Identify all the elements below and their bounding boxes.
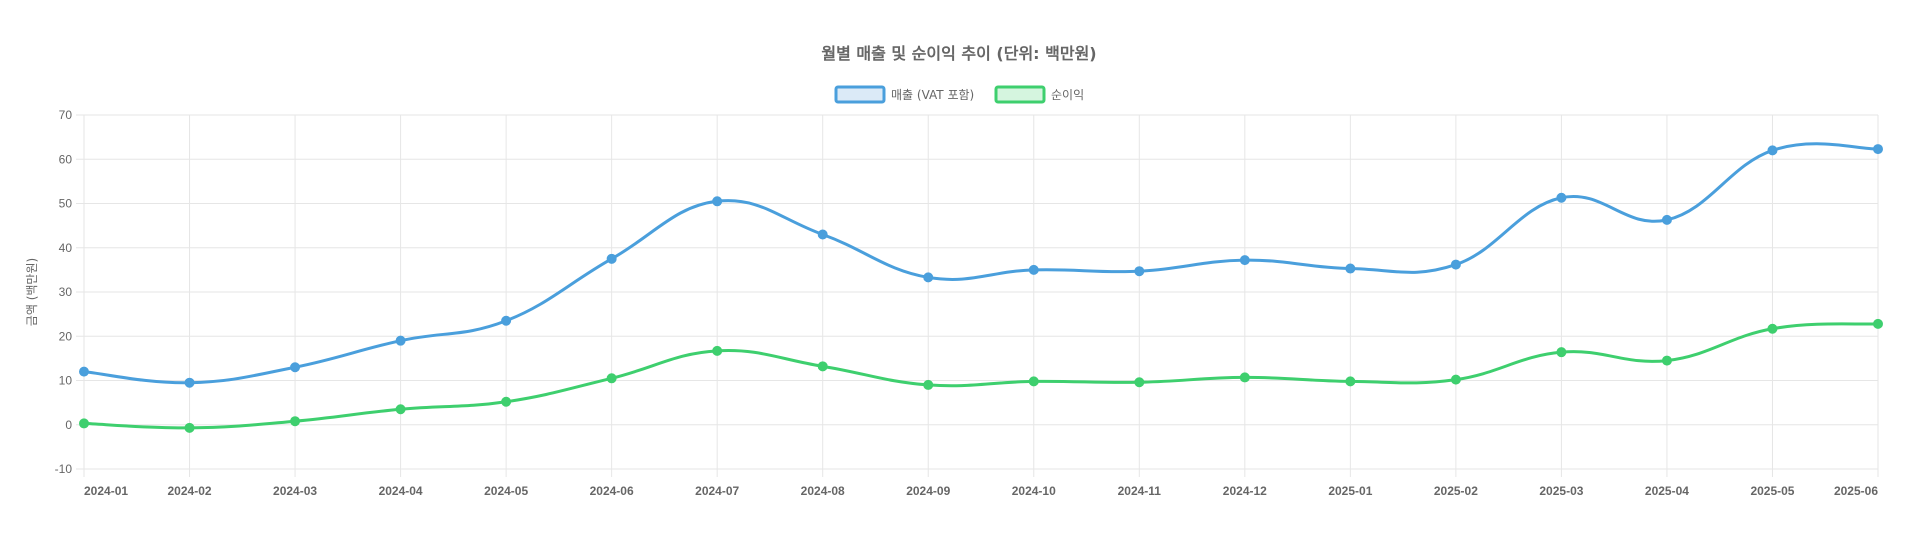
x-tick-label: 2024-05 — [484, 484, 528, 498]
data-point-profit[interactable] — [923, 379, 934, 390]
series-profit — [79, 318, 1883, 433]
data-point-revenue[interactable] — [290, 362, 301, 373]
data-point-profit[interactable] — [1873, 318, 1883, 329]
data-point-revenue[interactable] — [1134, 266, 1145, 277]
y-tick-label: 40 — [59, 241, 73, 255]
data-point-revenue[interactable] — [1450, 259, 1461, 270]
y-tick-label: -10 — [55, 462, 73, 476]
data-point-profit[interactable] — [184, 422, 195, 433]
x-tick-label: 2024-12 — [1223, 484, 1267, 498]
x-tick-label: 2024-03 — [273, 484, 317, 498]
legend-item-revenue[interactable]: 매출 (VAT 포함) — [834, 85, 974, 104]
data-point-revenue[interactable] — [817, 229, 828, 240]
data-point-profit[interactable] — [606, 373, 617, 384]
data-point-profit[interactable] — [1450, 374, 1461, 385]
data-point-revenue[interactable] — [1345, 263, 1356, 274]
x-tick-label: 2025-01 — [1328, 484, 1372, 498]
grid — [76, 114, 1879, 477]
data-point-revenue[interactable] — [606, 253, 617, 264]
data-point-revenue[interactable] — [79, 366, 89, 377]
data-point-revenue[interactable] — [1873, 144, 1883, 155]
data-point-revenue[interactable] — [1767, 145, 1778, 156]
x-tick-label: 2025-04 — [1645, 484, 1689, 498]
series-revenue — [79, 142, 1883, 388]
data-point-profit[interactable] — [1134, 377, 1145, 388]
data-point-revenue[interactable] — [1556, 192, 1567, 203]
x-tick-label: 2024-02 — [168, 484, 212, 498]
x-tick-label: 2024-06 — [590, 484, 634, 498]
x-tick-label: 2025-05 — [1750, 484, 1794, 498]
data-point-profit[interactable] — [501, 396, 512, 407]
y-axis-title: 금액 (백만원) — [25, 258, 39, 326]
x-tick-label: 2025-02 — [1434, 484, 1478, 498]
y-tick-label: 70 — [59, 108, 73, 122]
data-point-revenue[interactable] — [1239, 255, 1250, 266]
y-tick-label: 10 — [59, 374, 73, 388]
x-tick-label: 2024-09 — [906, 484, 950, 498]
legend-swatch-revenue — [834, 85, 886, 104]
y-tick-label: 0 — [65, 418, 72, 432]
y-tick-label: 20 — [59, 329, 73, 343]
data-point-profit[interactable] — [712, 345, 723, 356]
x-tick-label: 2024-10 — [1012, 484, 1056, 498]
legend: 매출 (VAT 포함) 순이익 — [834, 85, 1084, 104]
legend-item-profit[interactable]: 순이익 — [994, 85, 1084, 104]
data-point-profit[interactable] — [290, 416, 301, 427]
data-point-profit[interactable] — [395, 404, 406, 415]
data-point-revenue[interactable] — [923, 272, 934, 283]
legend-label-profit: 순이익 — [1051, 88, 1084, 102]
data-point-revenue[interactable] — [712, 196, 723, 207]
legend-swatch-profit — [994, 85, 1046, 104]
y-axis-ticks: -10 0 10 20 30 40 50 60 70 — [55, 108, 73, 476]
y-tick-label: 60 — [59, 152, 73, 166]
data-point-profit[interactable] — [1661, 355, 1672, 366]
data-point-revenue[interactable] — [1028, 264, 1039, 275]
series-layer — [79, 142, 1883, 433]
x-axis-ticks: 2024-01 2024-02 2024-03 2024-04 2024-05 2024-… — [84, 484, 1878, 498]
x-tick-label: 2024-07 — [695, 484, 739, 498]
x-tick-label: 2024-11 — [1118, 484, 1162, 498]
series-line-revenue — [82, 142, 1880, 385]
data-point-revenue[interactable] — [184, 377, 195, 388]
x-tick-label: 2024-04 — [379, 484, 423, 498]
data-point-profit[interactable] — [1556, 347, 1567, 358]
x-tick-label: 2024-08 — [801, 484, 845, 498]
data-point-profit[interactable] — [1345, 376, 1356, 387]
data-point-revenue[interactable] — [1661, 214, 1672, 225]
legend-label-revenue: 매출 (VAT 포함) — [891, 88, 974, 102]
y-tick-label: 50 — [59, 197, 73, 211]
x-tick-label: 2025-06 — [1834, 484, 1878, 498]
data-point-profit[interactable] — [1028, 376, 1039, 387]
x-tick-label: 2024-01 — [84, 484, 128, 498]
data-point-profit[interactable] — [1767, 323, 1778, 334]
data-point-revenue[interactable] — [395, 335, 406, 346]
data-point-profit[interactable] — [79, 418, 89, 429]
series-line-profit — [82, 322, 1880, 430]
data-point-revenue[interactable] — [501, 315, 512, 326]
data-point-profit[interactable] — [817, 361, 828, 372]
y-tick-label: 30 — [59, 285, 73, 299]
data-point-profit[interactable] — [1239, 372, 1250, 383]
x-tick-label: 2025-03 — [1539, 484, 1583, 498]
chart-title: 월별 매출 및 순이익 추이 (단위: 백만원) — [821, 44, 1096, 63]
